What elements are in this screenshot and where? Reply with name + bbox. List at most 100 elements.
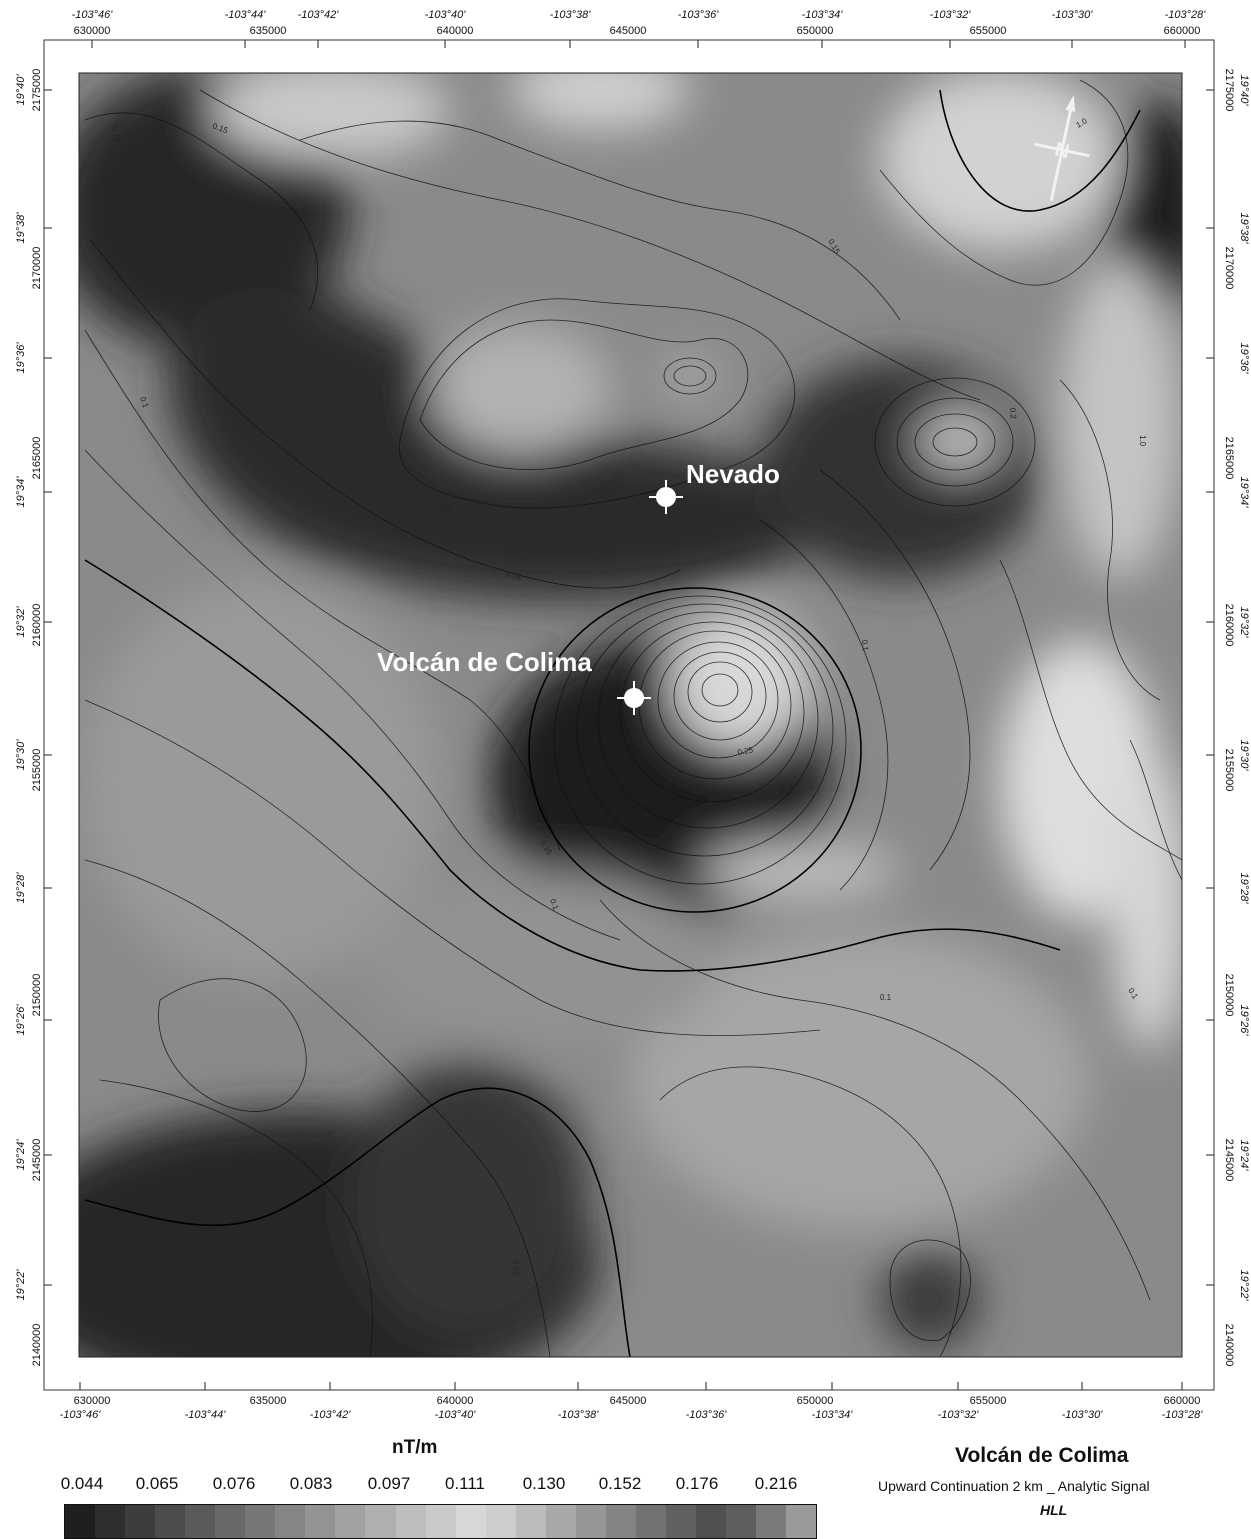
- lat-tick-left: 19°36': [15, 342, 27, 374]
- north-arrow-icon: N: [1034, 95, 1090, 202]
- map-title: Volcán de Colima: [955, 1444, 1129, 1467]
- lat-tick-left: 19°24': [15, 1139, 27, 1171]
- lon-tick-bottom: -103°38': [558, 1409, 600, 1421]
- legend-break-label: 0.130: [522, 1474, 566, 1493]
- legend-swatch: [65, 1505, 96, 1538]
- place-label-volcan-de-colima: Volcán de Colima: [377, 647, 592, 677]
- utm-y-tick-left: 2155000: [31, 749, 43, 792]
- lat-tick-right: 19°40': [1238, 75, 1250, 107]
- marker-nevado: Nevado: [649, 459, 780, 514]
- lat-tick-right: 19°26': [1238, 1005, 1250, 1037]
- legend-swatch: [726, 1505, 757, 1538]
- legend-swatch: [155, 1505, 186, 1538]
- map-frame: [78, 72, 1183, 1358]
- utm-y-tick-right: 2160000: [1223, 604, 1235, 647]
- lon-tick-top: -103°34': [802, 9, 844, 21]
- marker-volcan-de-colima: Volcán de Colima: [377, 647, 651, 715]
- lon-tick-top: -103°38': [550, 9, 592, 21]
- legend-swatch: [125, 1505, 156, 1538]
- legend-swatch: [425, 1505, 456, 1538]
- utm-x-tick-top: 660000: [1164, 25, 1201, 37]
- contour-label: 0.1: [860, 639, 870, 651]
- legend-swatch: [756, 1505, 787, 1538]
- legend-swatch: [485, 1505, 516, 1538]
- utm-x-tick-top: 630000: [74, 25, 111, 37]
- legend-swatch: [95, 1505, 126, 1538]
- map-neatline: [43, 39, 1215, 1391]
- contour-label: 0.2: [1008, 407, 1018, 419]
- legend-break-label: 0.076: [212, 1474, 256, 1493]
- graticule-ticks: 630000 630000 635000 635000 640000 640000 6450…: [15, 9, 1250, 1421]
- utm-y-tick-right: 2175000: [1223, 69, 1235, 112]
- utm-y-tick-left: 2170000: [31, 247, 43, 290]
- lat-tick-left: 19°26': [15, 1004, 27, 1036]
- lon-tick-bottom: -103°42': [310, 1409, 352, 1421]
- lon-tick-top: -103°40': [425, 9, 467, 21]
- contour-label: 0.15: [110, 126, 122, 143]
- utm-y-tick-left: 2140000: [31, 1324, 43, 1367]
- utm-x-tick-bottom: 640000: [437, 1395, 474, 1407]
- contour-label: 0.15: [504, 569, 522, 582]
- legend-swatch: [575, 1505, 606, 1538]
- lon-tick-top: -103°42': [298, 9, 340, 21]
- utm-x-tick-bottom: 660000: [1164, 1395, 1201, 1407]
- lat-tick-right: 19°30': [1238, 740, 1250, 772]
- contour-label: 0.1: [880, 993, 892, 1002]
- map-subtitle: Upward Continuation 2 km _ Analytic Sign…: [878, 1478, 1150, 1494]
- lon-tick-bottom: -103°44': [185, 1409, 227, 1421]
- contour-label: 0.1: [138, 396, 150, 410]
- legend-swatch: [185, 1505, 216, 1538]
- map-tag: HLL: [1040, 1502, 1068, 1518]
- legend-colorbar: [64, 1504, 817, 1539]
- lon-tick-top: -103°28': [1165, 9, 1207, 21]
- lon-tick-top: -103°36': [678, 9, 720, 21]
- utm-y-tick-right: 2145000: [1223, 1139, 1235, 1182]
- utm-y-tick-left: 2175000: [31, 69, 43, 112]
- utm-y-tick-right: 2170000: [1223, 247, 1235, 290]
- lon-tick-top: -103°46': [72, 9, 114, 21]
- utm-y-tick-left: 2165000: [31, 437, 43, 480]
- utm-y-tick-right: 2165000: [1223, 437, 1235, 480]
- utm-y-tick-left: 2150000: [31, 974, 43, 1017]
- legend-swatch: [275, 1505, 306, 1538]
- contour-label: 0.2: [440, 503, 452, 512]
- legend-swatch: [455, 1505, 486, 1538]
- contour-label: 1.0: [1138, 435, 1147, 447]
- utm-x-tick-top: 650000: [797, 25, 834, 37]
- survey-marker-icon: [656, 487, 676, 507]
- contour-lines: [84, 79, 1182, 1357]
- legend-break-label: 0.065: [135, 1474, 179, 1493]
- lat-tick-right: 19°22': [1238, 1270, 1250, 1302]
- legend-break-label: 0.216: [754, 1474, 798, 1493]
- legend-swatch: [545, 1505, 576, 1538]
- legend-break-label: 0.176: [675, 1474, 719, 1493]
- lat-tick-right: 19°28': [1238, 873, 1250, 905]
- utm-x-tick-bottom: 645000: [610, 1395, 647, 1407]
- legend-break-label: 0.083: [289, 1474, 333, 1493]
- utm-x-tick-bottom: 655000: [970, 1395, 1007, 1407]
- legend-swatch: [515, 1505, 546, 1538]
- place-label-nevado: Nevado: [686, 459, 780, 489]
- lat-tick-left: 19°22': [15, 1269, 27, 1301]
- lat-tick-right: 19°34': [1238, 477, 1250, 509]
- lon-tick-top: -103°32': [930, 9, 972, 21]
- utm-y-tick-right: 2155000: [1223, 749, 1235, 792]
- utm-x-tick-bottom: 635000: [250, 1395, 287, 1407]
- survey-marker-icon: [624, 688, 644, 708]
- utm-y-tick-right: 2140000: [1223, 1324, 1235, 1367]
- contour-label: 0.25: [737, 745, 754, 757]
- legend-swatch: [635, 1505, 666, 1538]
- utm-x-tick-bottom: 630000: [74, 1395, 111, 1407]
- lat-tick-left: 19°40': [15, 74, 27, 106]
- utm-x-tick-bottom: 650000: [797, 1395, 834, 1407]
- legend-swatch: [695, 1505, 727, 1538]
- legend-swatch: [305, 1505, 336, 1538]
- lat-tick-left: 19°38': [15, 212, 27, 244]
- legend-swatch: [365, 1505, 396, 1538]
- legend-break-label: 0.111: [444, 1474, 486, 1493]
- utm-y-tick-left: 2160000: [31, 604, 43, 647]
- lat-tick-right: 19°32': [1238, 607, 1250, 639]
- lon-tick-top: -103°44': [225, 9, 267, 21]
- legend-swatch: [605, 1505, 636, 1538]
